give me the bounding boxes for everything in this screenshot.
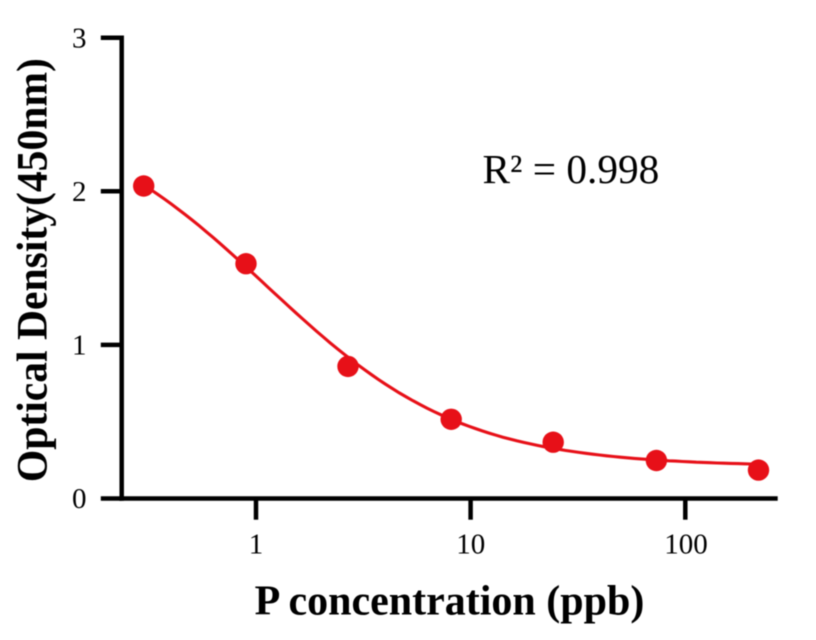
svg-text:1: 1 — [249, 529, 264, 561]
svg-text:0: 0 — [72, 483, 87, 515]
svg-text:10: 10 — [456, 529, 485, 561]
svg-text:3: 3 — [72, 22, 87, 54]
svg-text:R² = 0.998: R² = 0.998 — [483, 146, 660, 192]
svg-text:P concentration (ppb): P concentration (ppb) — [255, 579, 645, 625]
svg-text:1: 1 — [72, 330, 87, 362]
svg-text:2: 2 — [72, 176, 87, 208]
svg-text:Optical Density(450nm): Optical Density(450nm) — [10, 58, 57, 482]
svg-text:100: 100 — [664, 529, 708, 561]
